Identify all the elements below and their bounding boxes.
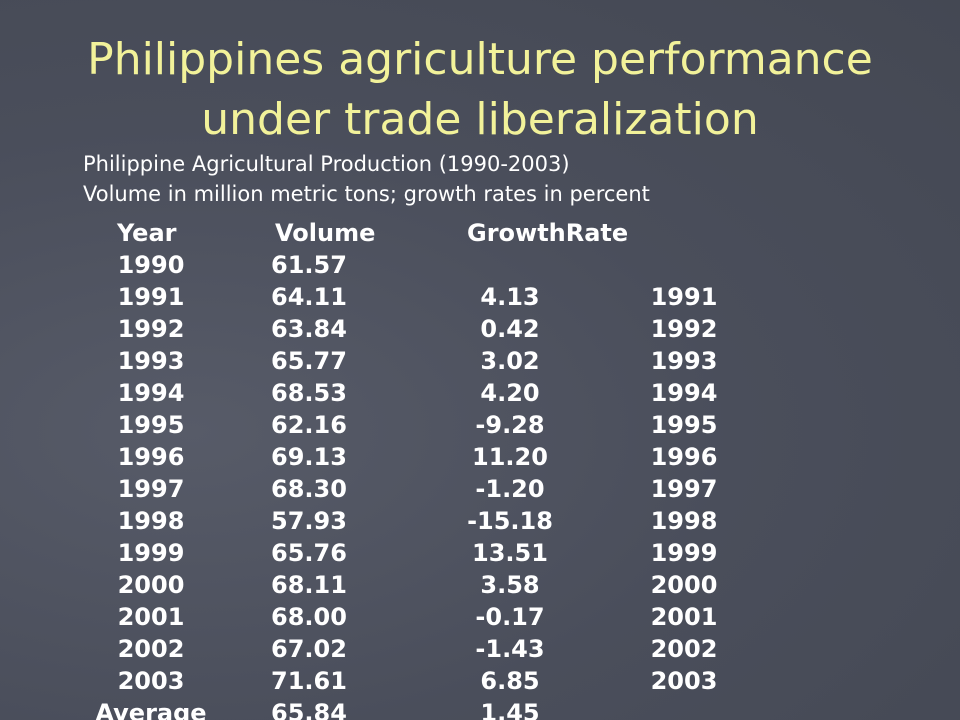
table-cell: 11.20 xyxy=(472,443,548,471)
table-cell: -1.43 xyxy=(475,635,545,663)
table-cell: 1.45 xyxy=(480,699,540,720)
table-cell: 4.20 xyxy=(480,379,540,407)
table-cell: 1993 xyxy=(117,347,185,375)
table-cell: 1997 xyxy=(117,475,185,503)
table-cell: 2002 xyxy=(117,635,185,663)
table-cell: 1998 xyxy=(650,507,718,535)
table-cell: 0.42 xyxy=(480,315,540,343)
table-cell: 1993 xyxy=(650,347,718,375)
table-cell: 1990 xyxy=(117,251,185,279)
table-cell: 67.02 xyxy=(271,635,347,663)
table-cell: 2001 xyxy=(117,603,185,631)
table-cell: 65.76 xyxy=(271,539,347,567)
table-cell: 1992 xyxy=(117,315,185,343)
table-cell: 57.93 xyxy=(271,507,347,535)
title: Philippines agriculture performance xyxy=(87,34,873,85)
table-cell: 1998 xyxy=(117,507,185,535)
table-cell: 1999 xyxy=(117,539,185,567)
table-cell: 1994 xyxy=(117,379,185,407)
table-cell: 68.30 xyxy=(271,475,347,503)
subtitle: Philippine Agricultural Production (1990… xyxy=(83,152,570,176)
header-cell: Volume xyxy=(275,219,376,247)
subtitle: Volume in million metric tons; growth ra… xyxy=(83,182,650,206)
table-cell: 1996 xyxy=(117,443,185,471)
table-cell: 1995 xyxy=(117,411,185,439)
table-cell: 13.51 xyxy=(472,539,548,567)
table-cell: 3.58 xyxy=(480,571,540,599)
title: under trade liberalization xyxy=(201,94,759,145)
table-cell: 69.13 xyxy=(271,443,347,471)
table-cell: 68.00 xyxy=(271,603,347,631)
table-cell: 62.16 xyxy=(271,411,347,439)
table-cell: Average xyxy=(95,699,207,720)
table-cell: 1997 xyxy=(650,475,718,503)
table-cell: 63.84 xyxy=(271,315,347,343)
table-cell: 4.13 xyxy=(480,283,540,311)
table-cell: 6.85 xyxy=(480,667,540,695)
table-cell: 2000 xyxy=(650,571,718,599)
table-cell: 1996 xyxy=(650,443,718,471)
header-cell: GrowthRate xyxy=(467,219,629,247)
table-cell: 65.77 xyxy=(271,347,347,375)
table-cell: 1992 xyxy=(650,315,718,343)
table-cell: -0.17 xyxy=(475,603,545,631)
table-cell: -9.28 xyxy=(475,411,545,439)
table-cell: -15.18 xyxy=(467,507,553,535)
table-cell: 2001 xyxy=(650,603,718,631)
table-cell: 65.84 xyxy=(271,699,347,720)
table-cell: 68.53 xyxy=(271,379,347,407)
table-cell: 3.02 xyxy=(480,347,540,375)
header-cell: Year xyxy=(117,219,177,247)
table-cell: 1994 xyxy=(650,379,718,407)
table-cell: 2003 xyxy=(650,667,718,695)
table-cell: 2003 xyxy=(117,667,185,695)
table-cell: 1991 xyxy=(117,283,185,311)
table-cell: -1.20 xyxy=(475,475,545,503)
table-cell: 2000 xyxy=(117,571,185,599)
table-cell: 71.61 xyxy=(271,667,347,695)
table-cell: 1991 xyxy=(650,283,718,311)
table-cell: 2002 xyxy=(650,635,718,663)
table-cell: 1999 xyxy=(650,539,718,567)
table-cell: 64.11 xyxy=(271,283,347,311)
table-cell: 61.57 xyxy=(271,251,347,279)
table-cell: 68.11 xyxy=(271,571,347,599)
table-cell: 1995 xyxy=(650,411,718,439)
